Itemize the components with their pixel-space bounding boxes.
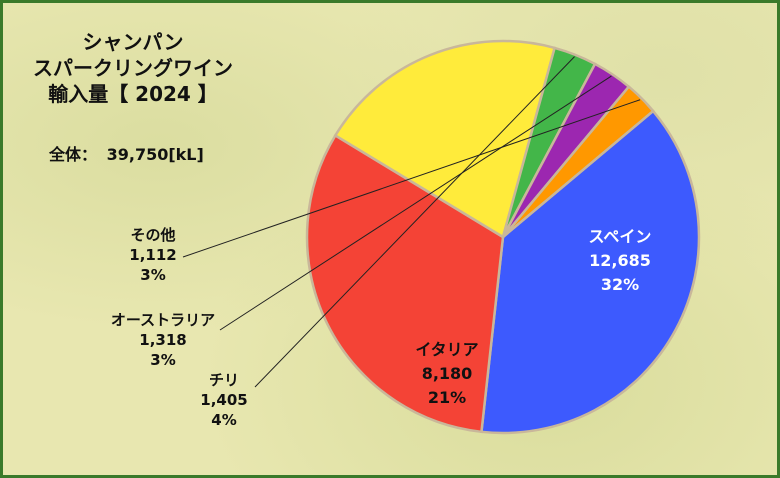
slice-label-value-5: 1,112 — [129, 246, 176, 264]
slice-label-percent-4: 3% — [150, 351, 175, 369]
title-line-1: シャンパン — [82, 30, 184, 54]
slice-label-value-2: 8,180 — [422, 364, 473, 383]
pie-slice-0 — [480, 109, 701, 435]
title-line-3: 輸入量【 2024 】 — [48, 82, 218, 106]
slice-label-name-1: スペイン — [589, 227, 652, 246]
slice-label-percent-3: 4% — [211, 411, 236, 429]
slice-label-value-1: 12,685 — [589, 251, 651, 270]
slice-label-value-4: 1,318 — [139, 331, 186, 349]
total-readout: 全体： 39,750[kL] — [49, 141, 208, 165]
slice-label-name-2: イタリア — [415, 340, 478, 359]
slice-label-percent-2: 21% — [428, 388, 466, 407]
slice-label-percent-1: 32% — [601, 275, 639, 294]
slice-label-percent-5: 3% — [140, 266, 165, 284]
leader-line-4 — [219, 75, 612, 331]
slice-label-value-3: 1,405 — [200, 391, 247, 409]
chart-title: シャンパン スパークリングワイン 輸入量【 2024 】 — [17, 29, 249, 107]
leader-line-3 — [254, 56, 575, 388]
pie-slice-1 — [305, 133, 505, 434]
slice-label-name-4: オーストラリア — [111, 311, 215, 329]
slice-label-name-3: チリ — [209, 371, 239, 389]
title-line-2: スパークリングワイン — [33, 56, 233, 80]
pie-slice-5 — [502, 84, 655, 238]
total-value: 39,750[kL] — [106, 145, 204, 164]
total-label: 全体： — [49, 145, 98, 164]
slice-label-name-5: その他 — [130, 226, 175, 244]
leader-line-5 — [182, 99, 641, 258]
pie-slice-2 — [333, 39, 557, 239]
